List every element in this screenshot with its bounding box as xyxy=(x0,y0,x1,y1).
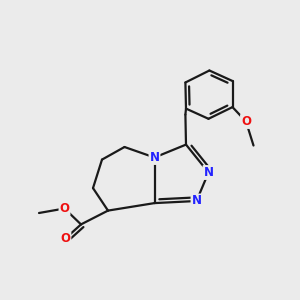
Text: O: O xyxy=(241,115,251,128)
Text: N: N xyxy=(191,194,202,208)
Text: O: O xyxy=(59,202,70,215)
Text: O: O xyxy=(60,232,70,245)
Text: N: N xyxy=(203,166,214,179)
Text: N: N xyxy=(149,151,160,164)
